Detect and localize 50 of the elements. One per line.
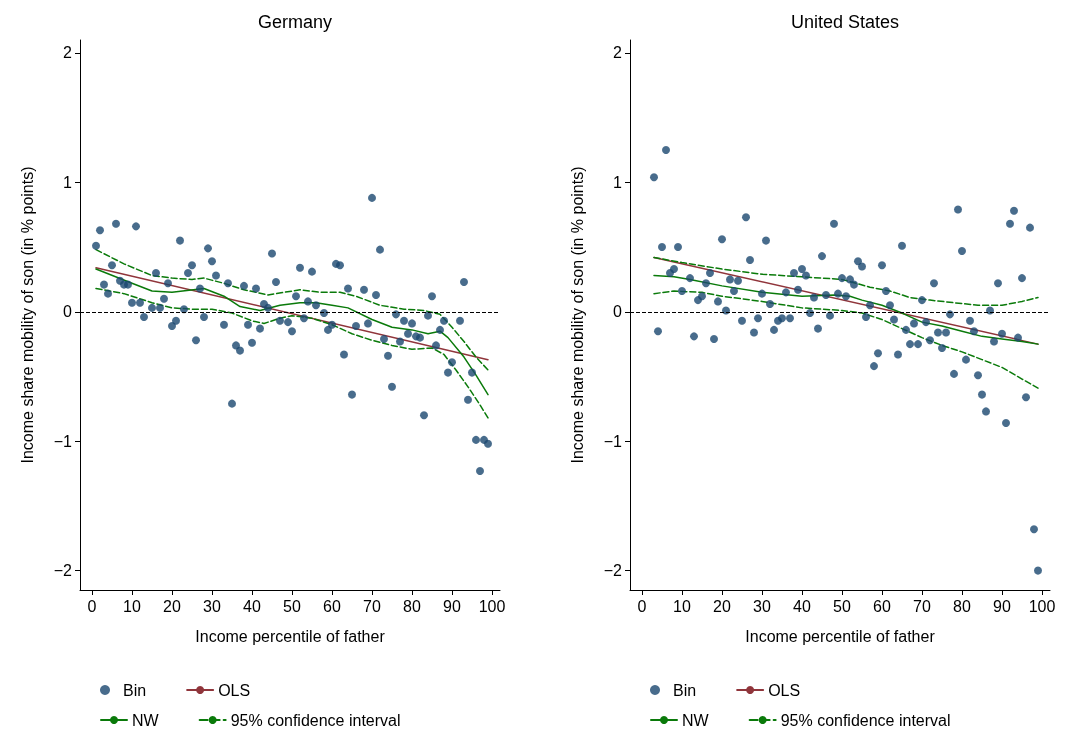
x-tick-label: 90 <box>443 597 461 615</box>
x-tick-label: 90 <box>993 597 1011 615</box>
x-tick-label: 30 <box>753 597 771 615</box>
x-tick-label: 0 <box>637 597 647 615</box>
x-tick-label: 70 <box>913 597 931 615</box>
legend-label: NW <box>682 711 710 729</box>
y-tick-label: 1 <box>63 173 73 191</box>
x-axis-title: Income percentile of father <box>745 627 936 645</box>
x-axis-title: Income percentile of father <box>195 627 386 645</box>
x-tick-label: 0 <box>87 597 97 615</box>
x-tick-label: 20 <box>713 597 731 615</box>
legend-label: OLS <box>218 681 251 699</box>
x-tick-label: 80 <box>403 597 421 615</box>
x-tick-label: 60 <box>323 597 341 615</box>
x-tick-label: 20 <box>163 597 181 615</box>
x-tick-label: 70 <box>363 597 381 615</box>
x-tick-label: 10 <box>673 597 691 615</box>
y-tick-label: −1 <box>603 432 623 450</box>
y-tick-label: 0 <box>63 303 73 321</box>
x-tick-label: 50 <box>833 597 851 615</box>
legend-label: Bin <box>123 681 147 699</box>
x-tick-label: 100 <box>1028 597 1056 615</box>
legend-label: OLS <box>768 681 801 699</box>
legend-label: 95% confidence interval <box>780 711 951 729</box>
y-axis-title: Income share mobility of son (in % points) <box>568 166 586 464</box>
x-tick-label: 60 <box>873 597 891 615</box>
chart-title: Germany <box>257 12 333 32</box>
legend-label: NW <box>132 711 160 729</box>
x-tick-label: 50 <box>283 597 301 615</box>
line-series <box>95 268 489 396</box>
y-tick-label: 2 <box>613 44 623 62</box>
x-tick-label: 30 <box>203 597 221 615</box>
legend-label: 95% confidence interval <box>230 711 401 729</box>
y-tick-label: 1 <box>613 173 623 191</box>
legend-label: Bin <box>673 681 697 699</box>
line-series <box>653 290 1039 389</box>
x-tick-label: 40 <box>243 597 261 615</box>
y-tick-label: 2 <box>63 44 73 62</box>
chart-title: United States <box>790 12 900 32</box>
x-tick-label: 40 <box>793 597 811 615</box>
y-tick-label: −1 <box>53 432 73 450</box>
line-series <box>653 256 1039 307</box>
y-tick-label: 0 <box>613 303 623 321</box>
y-tick-label: −2 <box>603 562 623 580</box>
x-tick-label: 10 <box>123 597 141 615</box>
line-series <box>95 287 489 419</box>
y-axis-title: Income share mobility of son (in % points) <box>18 166 36 464</box>
y-tick-label: −2 <box>53 562 73 580</box>
x-tick-label: 100 <box>478 597 506 615</box>
x-tick-label: 80 <box>953 597 971 615</box>
